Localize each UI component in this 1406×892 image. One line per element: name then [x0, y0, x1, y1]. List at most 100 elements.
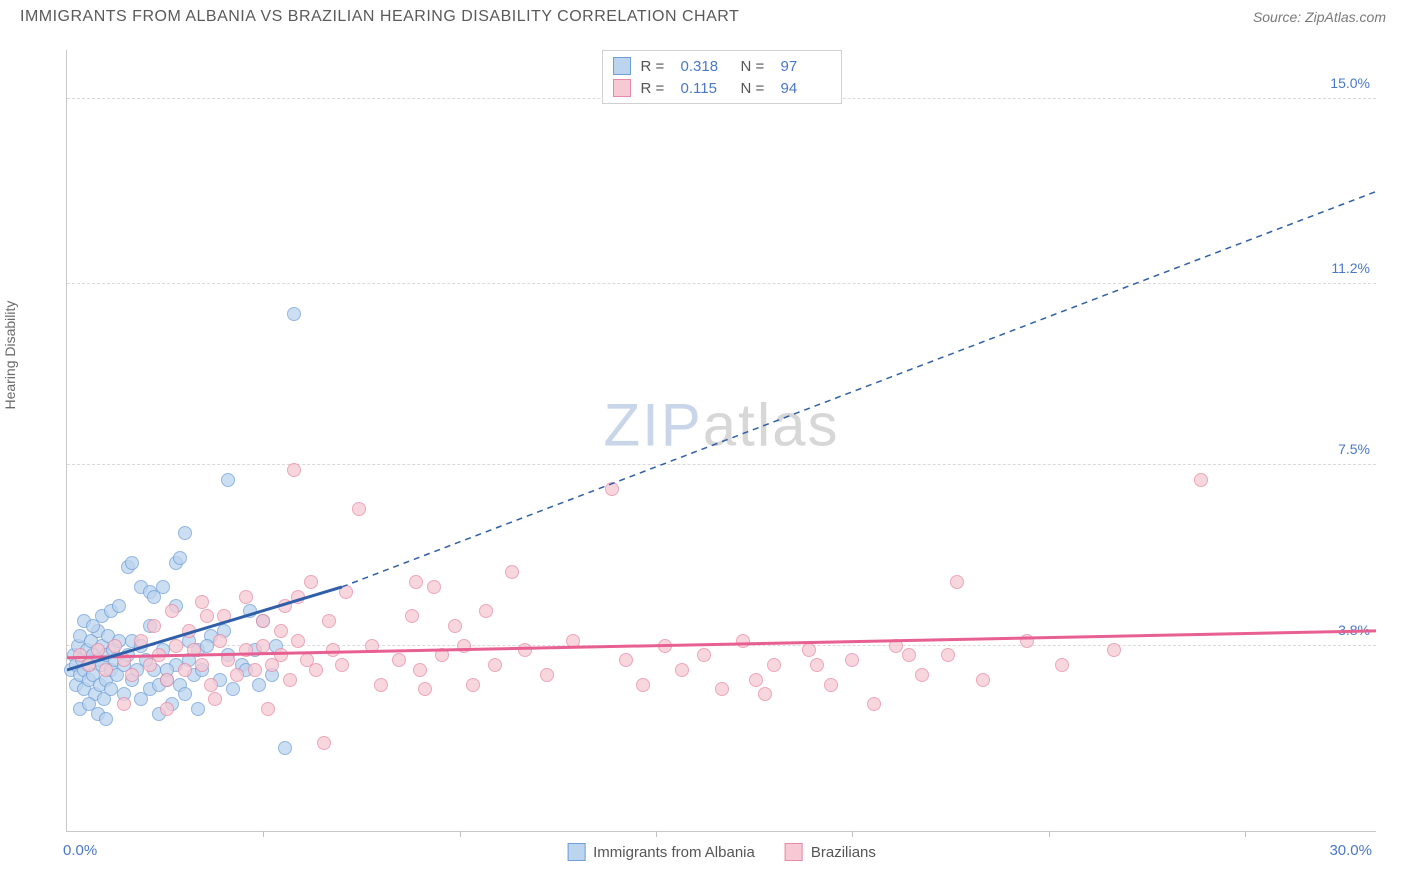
scatter-point-brazil — [802, 643, 816, 657]
scatter-point-brazil — [889, 639, 903, 653]
scatter-point-albania — [191, 702, 205, 716]
scatter-point-brazil — [287, 463, 301, 477]
legend-row-brazil: R = 0.115 N = 94 — [613, 77, 831, 99]
scatter-point-brazil — [200, 609, 214, 623]
scatter-point-brazil — [208, 692, 222, 706]
scatter-point-brazil — [810, 658, 824, 672]
scatter-point-brazil — [352, 502, 366, 516]
scatter-point-brazil — [619, 653, 633, 667]
scatter-point-brazil — [108, 639, 122, 653]
scatter-point-brazil — [335, 658, 349, 672]
scatter-point-brazil — [165, 604, 179, 618]
scatter-point-brazil — [736, 634, 750, 648]
scatter-point-brazil — [339, 585, 353, 599]
scatter-point-brazil — [195, 595, 209, 609]
watermark: ZIPatlas — [603, 390, 839, 459]
scatter-point-albania — [243, 604, 257, 618]
scatter-point-brazil — [1055, 658, 1069, 672]
y-tick-label: 3.8% — [1338, 622, 1370, 638]
scatter-point-brazil — [365, 639, 379, 653]
x-tick — [1049, 831, 1050, 837]
legend-label-albania: Immigrants from Albania — [593, 844, 755, 861]
scatter-point-brazil — [941, 648, 955, 662]
scatter-point-albania — [156, 580, 170, 594]
scatter-point-brazil — [160, 673, 174, 687]
scatter-point-brazil — [221, 653, 235, 667]
scatter-point-brazil — [278, 599, 292, 613]
scatter-point-brazil — [715, 682, 729, 696]
scatter-point-brazil — [566, 634, 580, 648]
gridline — [67, 283, 1376, 284]
scatter-point-albania — [104, 682, 118, 696]
y-tick-label: 15.0% — [1330, 75, 1370, 91]
scatter-point-albania — [112, 599, 126, 613]
y-tick-label: 11.2% — [1331, 260, 1370, 276]
scatter-point-brazil — [1107, 643, 1121, 657]
x-tick — [460, 831, 461, 837]
scatter-point-brazil — [82, 658, 96, 672]
plot-area: ZIPatlas R = 0.318 N = 97 R = 0.115 N = … — [66, 50, 1376, 832]
legend-swatch-brazil — [785, 843, 803, 861]
scatter-point-brazil — [540, 668, 554, 682]
scatter-point-brazil — [466, 678, 480, 692]
scatter-point-albania — [221, 473, 235, 487]
scatter-point-albania — [99, 712, 113, 726]
scatter-point-brazil — [867, 697, 881, 711]
scatter-point-brazil — [99, 663, 113, 677]
scatter-point-brazil — [405, 609, 419, 623]
scatter-point-brazil — [169, 639, 183, 653]
scatter-point-brazil — [178, 663, 192, 677]
scatter-point-brazil — [309, 663, 323, 677]
legend-item-albania: Immigrants from Albania — [567, 843, 755, 861]
scatter-point-albania — [287, 307, 301, 321]
scatter-point-brazil — [256, 639, 270, 653]
gridline — [67, 464, 1376, 465]
x-tick — [656, 831, 657, 837]
scatter-point-brazil — [749, 673, 763, 687]
scatter-point-brazil — [427, 580, 441, 594]
legend-swatch-albania — [567, 843, 585, 861]
scatter-point-brazil — [409, 575, 423, 589]
scatter-point-brazil — [239, 590, 253, 604]
scatter-point-brazil — [134, 634, 148, 648]
scatter-point-brazil — [488, 658, 502, 672]
y-axis-label: Hearing Disability — [2, 301, 18, 410]
scatter-point-brazil — [435, 648, 449, 662]
scatter-point-brazil — [274, 624, 288, 638]
scatter-point-brazil — [91, 643, 105, 657]
scatter-point-brazil — [274, 648, 288, 662]
scatter-point-albania — [200, 639, 214, 653]
scatter-point-brazil — [326, 643, 340, 657]
scatter-point-brazil — [976, 673, 990, 687]
legend-row-albania: R = 0.318 N = 97 — [613, 55, 831, 77]
scatter-point-brazil — [758, 687, 772, 701]
scatter-point-brazil — [291, 590, 305, 604]
scatter-point-brazil — [824, 678, 838, 692]
scatter-point-albania — [125, 556, 139, 570]
scatter-point-brazil — [283, 673, 297, 687]
scatter-point-brazil — [518, 643, 532, 657]
scatter-point-brazil — [187, 643, 201, 657]
n-value-brazil: 94 — [781, 80, 831, 97]
chart-container: Hearing Disability ZIPatlas R = 0.318 N … — [20, 40, 1386, 872]
watermark-zip: ZIP — [603, 391, 702, 458]
scatter-point-brazil — [845, 653, 859, 667]
scatter-point-brazil — [915, 668, 929, 682]
scatter-point-brazil — [117, 653, 131, 667]
scatter-point-brazil — [261, 702, 275, 716]
scatter-point-brazil — [448, 619, 462, 633]
scatter-point-brazil — [636, 678, 650, 692]
scatter-point-brazil — [217, 609, 231, 623]
chart-title: IMMIGRANTS FROM ALBANIA VS BRAZILIAN HEA… — [20, 8, 739, 26]
scatter-point-brazil — [230, 668, 244, 682]
scatter-point-brazil — [125, 668, 139, 682]
scatter-point-brazil — [505, 565, 519, 579]
scatter-point-brazil — [322, 614, 336, 628]
scatter-point-albania — [278, 741, 292, 755]
scatter-point-brazil — [457, 639, 471, 653]
scatter-point-albania — [252, 678, 266, 692]
legend-item-brazil: Brazilians — [785, 843, 876, 861]
x-min-label: 0.0% — [63, 842, 97, 859]
scatter-point-brazil — [152, 648, 166, 662]
chart-header: IMMIGRANTS FROM ALBANIA VS BRAZILIAN HEA… — [0, 0, 1406, 32]
